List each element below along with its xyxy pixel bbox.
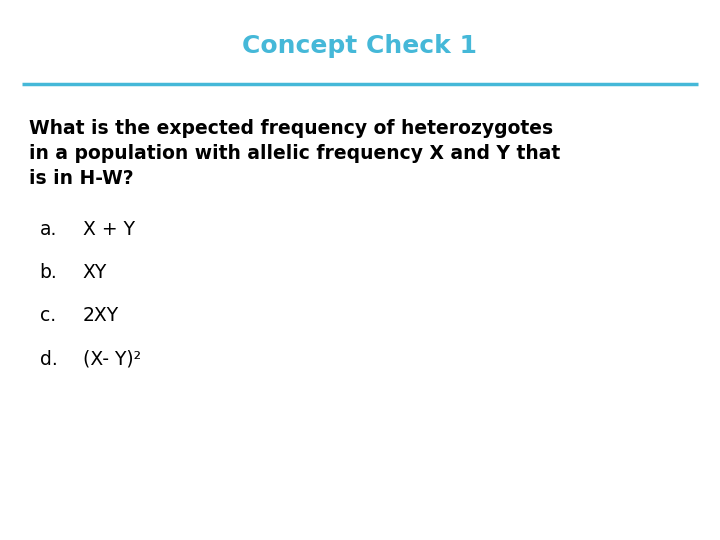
Text: b.: b. bbox=[40, 263, 58, 282]
Text: XY: XY bbox=[83, 263, 107, 282]
Text: What is the expected frequency of heterozygotes
in a population with allelic fre: What is the expected frequency of hetero… bbox=[29, 119, 560, 188]
Text: Concept Check 1: Concept Check 1 bbox=[243, 34, 477, 58]
Text: d.: d. bbox=[40, 349, 58, 369]
Text: X + Y: X + Y bbox=[83, 220, 135, 239]
Text: 2XY: 2XY bbox=[83, 306, 119, 326]
Text: a.: a. bbox=[40, 220, 57, 239]
Text: (X- Y)²: (X- Y)² bbox=[83, 349, 141, 369]
Text: c.: c. bbox=[40, 306, 55, 326]
